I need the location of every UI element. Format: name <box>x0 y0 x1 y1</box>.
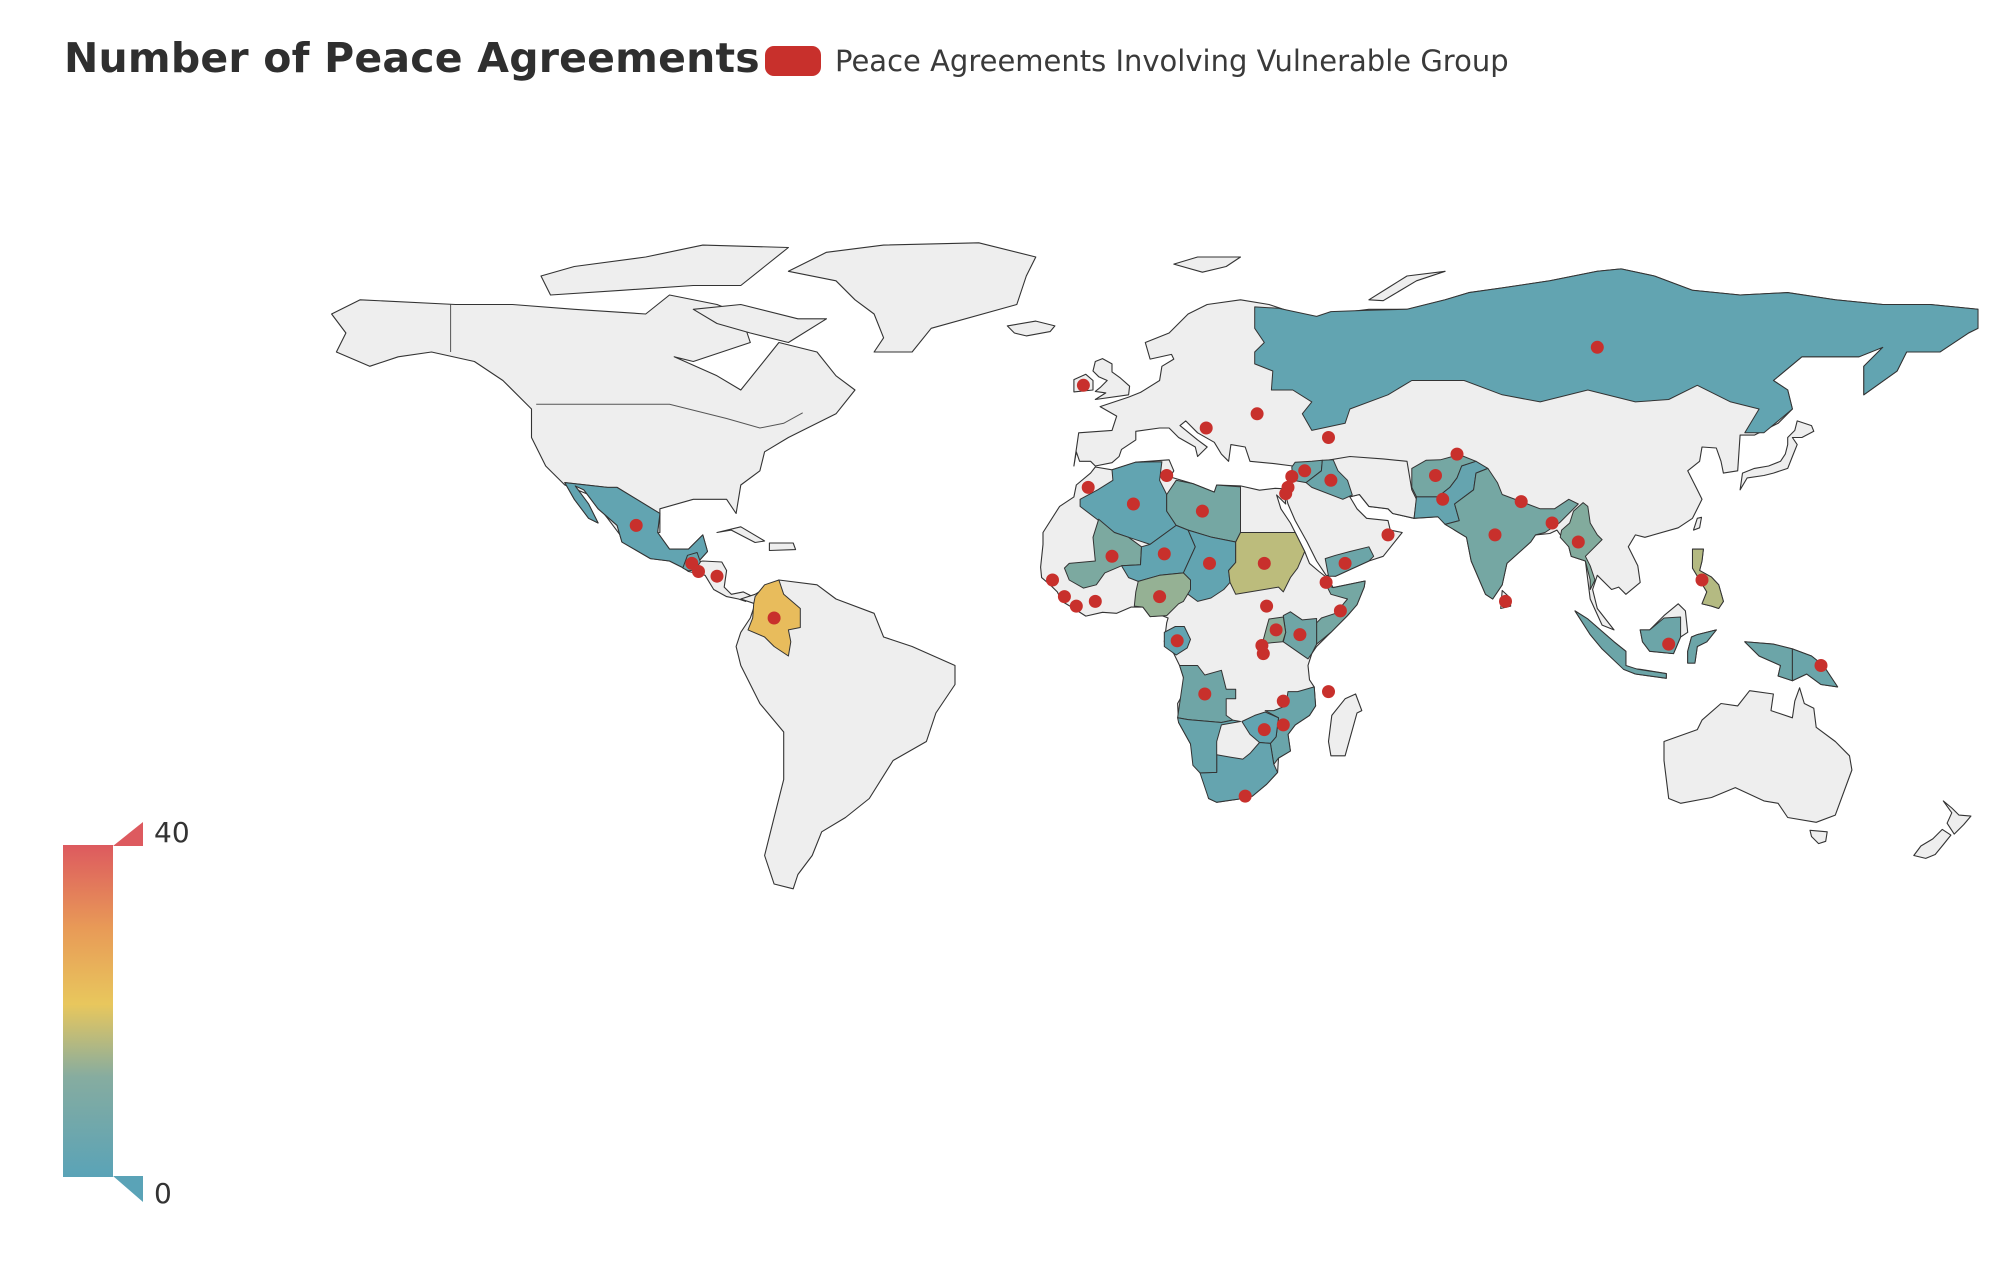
landmass-uk <box>1092 358 1131 401</box>
marker-malawi[interactable] <box>1276 694 1290 708</box>
marker-tajikistan[interactable] <box>1450 447 1464 461</box>
marker-philippines[interactable] <box>1695 573 1709 587</box>
landmass-greenland <box>787 242 1037 353</box>
marker-sri-lanka[interactable] <box>1499 594 1512 608</box>
marker-burundi[interactable] <box>1256 647 1270 661</box>
marker-lebanon[interactable] <box>1285 470 1299 483</box>
country-indonesia[interactable] <box>1687 629 1717 664</box>
marker-algeria[interactable] <box>1126 497 1140 511</box>
marker-georgia[interactable] <box>1322 431 1335 444</box>
visual-map-max-label: 40 <box>154 816 190 849</box>
landmass-arctic-islands <box>540 244 789 296</box>
marker-mexico[interactable] <box>629 518 643 532</box>
country-russia[interactable] <box>1254 268 1979 434</box>
landmass-novaya-zemlya <box>1368 270 1446 302</box>
marker-ireland[interactable] <box>1076 378 1090 392</box>
marker-south-africa[interactable] <box>1238 789 1252 803</box>
marker-papua-new-guinea[interactable] <box>1814 659 1828 672</box>
marker-bosnia[interactable] <box>1199 421 1213 435</box>
marker-cote-d-ivoire[interactable] <box>1088 594 1102 608</box>
marker-uganda[interactable] <box>1269 623 1283 637</box>
landmass-taiwan <box>1692 516 1703 531</box>
marker-sierra-leone[interactable] <box>1057 590 1071 604</box>
marker-tunisia[interactable] <box>1160 469 1174 482</box>
legend-swatch[interactable] <box>765 46 821 76</box>
country-indonesia[interactable] <box>1744 641 1793 682</box>
landmass-australia <box>1663 687 1853 823</box>
landmass-japan <box>1739 420 1815 491</box>
marker-comoros[interactable] <box>1322 685 1335 699</box>
marker-somalia[interactable] <box>1333 604 1347 618</box>
marker-nigeria[interactable] <box>1153 590 1167 604</box>
marker-yemen[interactable] <box>1338 556 1352 570</box>
marker-myanmar[interactable] <box>1571 535 1585 549</box>
marker-kenya[interactable] <box>1293 628 1307 642</box>
landmass-cuba <box>716 526 766 544</box>
marker-djibouti[interactable] <box>1319 575 1333 589</box>
landmass-new-zealand-n <box>1942 800 1972 835</box>
marker-layer[interactable] <box>629 340 1828 803</box>
country-namibia[interactable] <box>1177 717 1241 774</box>
chart-title: Number of Peace Agreements <box>64 34 760 82</box>
marker-niger[interactable] <box>1157 547 1171 561</box>
marker-south-sudan[interactable] <box>1260 599 1274 613</box>
country-india[interactable] <box>1444 467 1579 600</box>
marker-iraq[interactable] <box>1324 473 1338 487</box>
landmass-new-zealand-s <box>1913 828 1952 859</box>
landmass-iceland <box>1006 320 1056 337</box>
marker-oman[interactable] <box>1381 528 1395 542</box>
marker-nepal[interactable] <box>1514 495 1528 509</box>
marker-pakistan[interactable] <box>1436 492 1450 506</box>
country-indonesia[interactable] <box>1574 610 1667 679</box>
marker-morocco[interactable] <box>1081 480 1095 494</box>
marker-moldova[interactable] <box>1250 407 1264 421</box>
landmass-madagascar <box>1327 693 1363 757</box>
legend-label[interactable]: Peace Agreements Involving Vulnerable Gr… <box>835 44 1509 78</box>
visual-map-gradient-bar[interactable] <box>63 845 113 1177</box>
marker-mali[interactable] <box>1105 549 1119 563</box>
marker-palestine[interactable] <box>1279 487 1293 501</box>
landmass-south-america <box>735 579 956 890</box>
landmass-baffin <box>692 303 828 344</box>
us-canada-border <box>536 403 803 429</box>
marker-chad[interactable] <box>1203 556 1216 570</box>
marker-zimbabwe[interactable] <box>1257 723 1271 737</box>
marker-senegal[interactable] <box>1046 573 1059 587</box>
legend[interactable]: Peace Agreements Involving Vulnerable Gr… <box>765 44 1509 78</box>
marker-angola[interactable] <box>1198 687 1212 701</box>
marker-gabon[interactable] <box>1170 634 1184 648</box>
marker-indonesia[interactable] <box>1662 637 1676 651</box>
visual-map[interactable]: 40 0 <box>63 816 190 1210</box>
marker-bangladesh[interactable] <box>1545 516 1559 530</box>
marker-russia[interactable] <box>1590 340 1604 354</box>
marker-mozambique[interactable] <box>1276 718 1290 732</box>
marker-india[interactable] <box>1488 528 1502 542</box>
marker-liberia[interactable] <box>1069 599 1083 613</box>
marker-afghanistan[interactable] <box>1429 469 1442 482</box>
country-south-africa[interactable] <box>1199 742 1279 803</box>
marker-libya[interactable] <box>1195 504 1209 518</box>
landmass-svalbard <box>1173 256 1242 273</box>
marker-nicaragua[interactable] <box>710 569 724 583</box>
landmass-tasmania <box>1809 829 1828 845</box>
marker-colombia[interactable] <box>767 611 781 625</box>
marker-sudan[interactable] <box>1257 556 1271 570</box>
marker-syria[interactable] <box>1298 464 1312 478</box>
visual-map-min-label: 0 <box>154 1177 172 1210</box>
landmass-hispaniola <box>768 542 797 552</box>
country-indonesia[interactable] <box>1639 616 1682 655</box>
visual-map-max-handle[interactable] <box>113 822 143 846</box>
visual-map-min-handle[interactable] <box>113 1176 143 1202</box>
marker-el-salvador[interactable] <box>692 565 705 578</box>
